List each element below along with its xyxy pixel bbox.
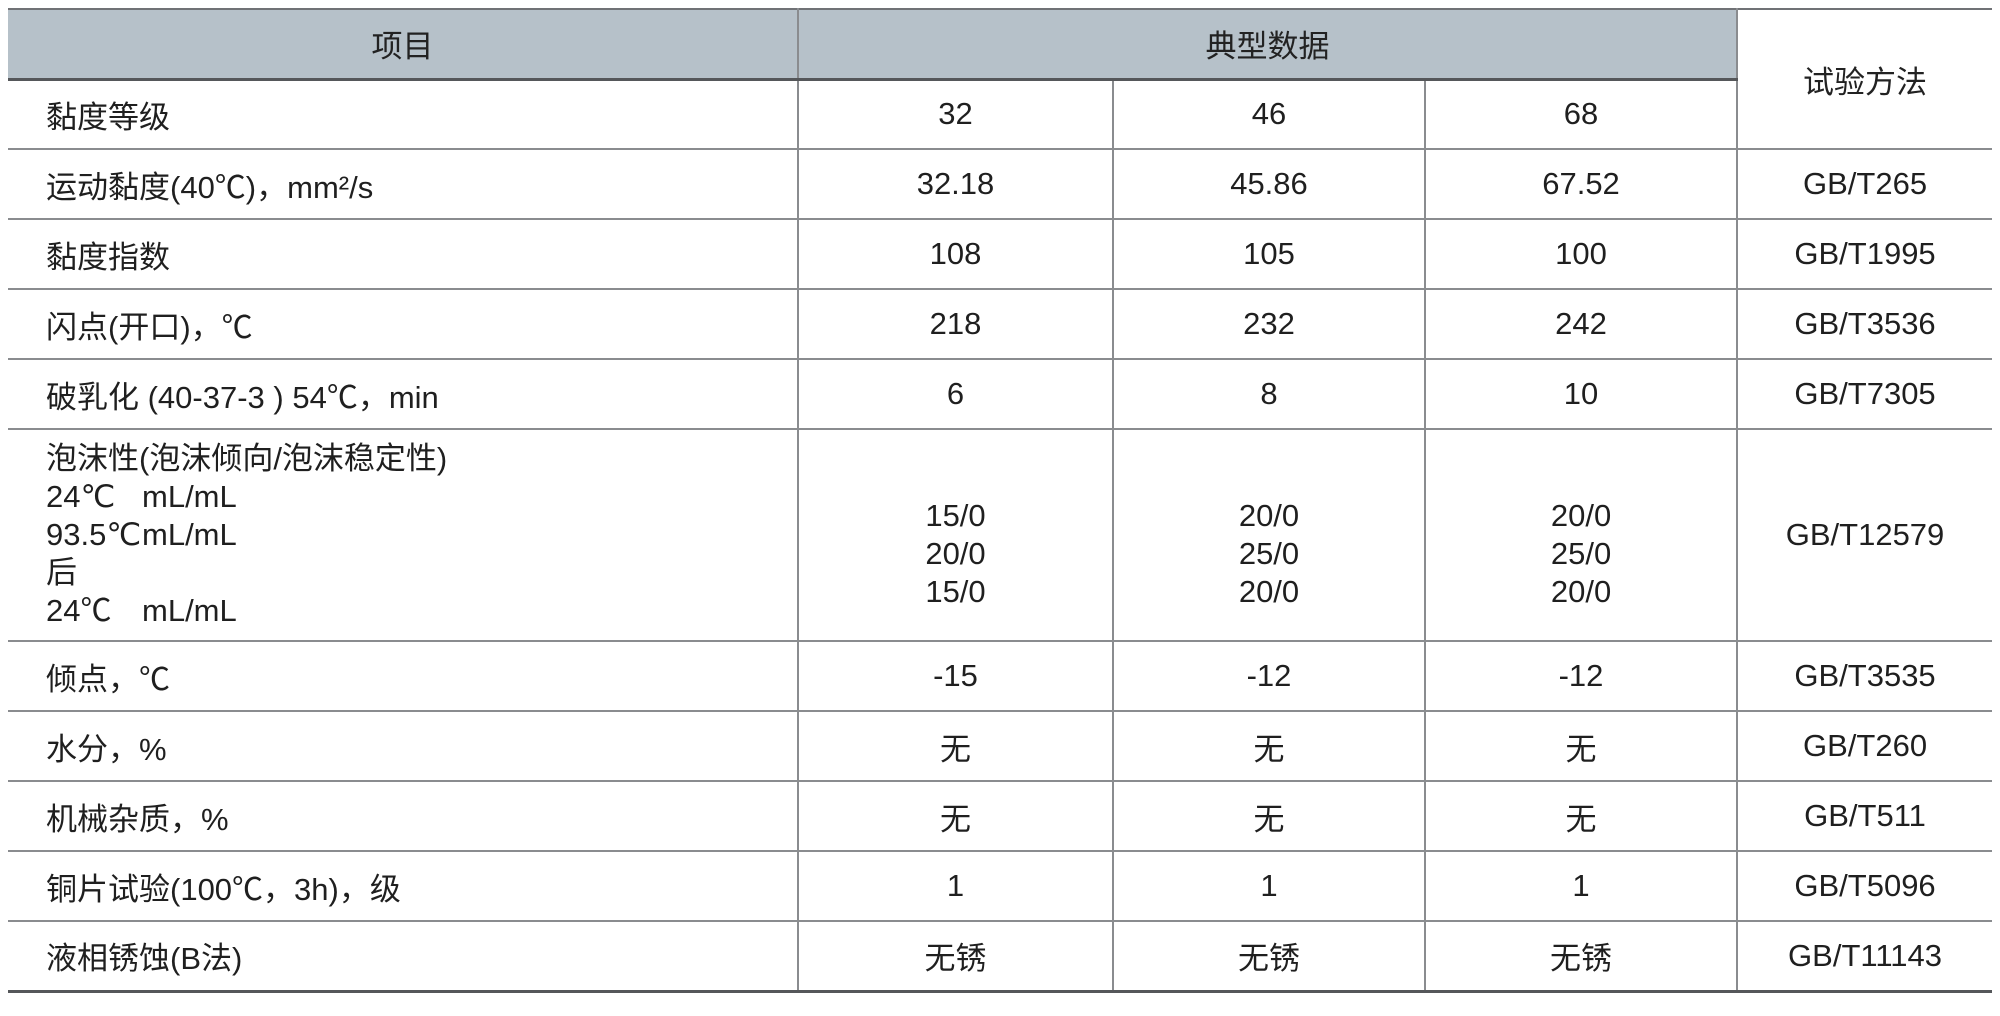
header-row: 项目 典型数据 试验方法 xyxy=(8,9,1993,150)
foam-unit: mL/mL xyxy=(142,517,237,552)
value-cell: -15 xyxy=(797,641,1113,712)
row-label: 水分，% xyxy=(8,711,798,782)
row-label: 黏度等级 xyxy=(8,79,798,150)
row-label: 破乳化 (40-37-3 ) 54℃，min xyxy=(8,359,798,430)
value-cell: 无 xyxy=(797,781,1113,852)
value-cell: 100 xyxy=(1423,219,1738,290)
value-cell: -12 xyxy=(1423,641,1738,712)
value-cell: 10 xyxy=(1423,359,1738,430)
spacer xyxy=(1115,459,1423,497)
value-cell: 20/0 25/0 20/0 xyxy=(1112,429,1425,642)
value-cell: 1 xyxy=(797,851,1113,922)
table-row: 液相锈蚀(B法) 无锈 无锈 无锈 GB/T11143 xyxy=(8,921,1993,992)
value-cell: 无锈 xyxy=(1112,921,1425,992)
value-cell: 232 xyxy=(1112,289,1425,360)
method-cell: GB/T7305 xyxy=(1736,359,1993,430)
value-cell: 8 xyxy=(1112,359,1425,430)
foam-line: 93.5℃mL/mL xyxy=(46,516,796,554)
foam-value: 25/0 xyxy=(1238,536,1300,571)
row-label: 泡沫性(泡沫倾向/泡沫稳定性) 24℃ mL/mL 93.5℃mL/mL 后24℃… xyxy=(8,429,798,642)
row-label: 闪点(开口)，℃ xyxy=(8,289,798,360)
row-label: 机械杂质，% xyxy=(8,781,798,852)
table-row: 破乳化 (40-37-3 ) 54℃，min 6 8 10 GB/T7305 xyxy=(8,359,1993,430)
foam-line: 后24℃ mL/mL xyxy=(46,554,796,630)
row-label: 铜片试验(100℃，3h)，级 xyxy=(8,851,798,922)
value-cell: 218 xyxy=(797,289,1113,360)
value-cell: 32.18 xyxy=(797,149,1113,220)
col-header-item: 项目 xyxy=(8,9,798,81)
foam-value: 20/0 xyxy=(1238,498,1300,533)
value-cell: 1 xyxy=(1423,851,1738,922)
foam-temp: 后24℃ xyxy=(46,555,112,628)
value-cell: 无锈 xyxy=(1423,921,1738,992)
method-cell: GB/T11143 xyxy=(1736,921,1993,992)
spacer xyxy=(1427,459,1735,497)
row-label: 液相锈蚀(B法) xyxy=(8,921,798,992)
table-row: 倾点，℃ -15 -12 -12 GB/T3535 xyxy=(8,641,1993,712)
method-cell: GB/T3536 xyxy=(1736,289,1993,360)
value-cell: 46 xyxy=(1112,79,1425,150)
table-row: 机械杂质，% 无 无 无 GB/T511 xyxy=(8,781,1993,852)
spec-table: 项目 典型数据 试验方法 黏度等级 32 46 68 运动黏度(40℃)，mm²… xyxy=(8,8,1993,993)
table-row: 水分，% 无 无 无 GB/T260 xyxy=(8,711,1993,782)
value-cell: 20/0 25/0 20/0 xyxy=(1423,429,1738,642)
value-cell: 32 xyxy=(797,79,1113,150)
value-cell: 无锈 xyxy=(797,921,1113,992)
value-cell: 无 xyxy=(1423,781,1738,852)
table-row: 铜片试验(100℃，3h)，级 1 1 1 GB/T5096 xyxy=(8,851,1993,922)
value-cell: 105 xyxy=(1112,219,1425,290)
value-cell: 6 xyxy=(797,359,1113,430)
foam-value: 20/0 xyxy=(925,536,986,571)
foam-line: 24℃ mL/mL xyxy=(46,478,796,516)
foam-unit: mL/mL xyxy=(142,593,237,628)
value-cell: 无 xyxy=(1423,711,1738,782)
value-cell: 无 xyxy=(1112,711,1425,782)
value-cell: 45.86 xyxy=(1112,149,1425,220)
col-header-typical-data: 典型数据 xyxy=(796,9,1738,81)
foam-value: 25/0 xyxy=(1550,536,1612,571)
value-cell: 15/0 20/0 15/0 xyxy=(797,429,1113,642)
value-cell: -12 xyxy=(1112,641,1425,712)
foam-value: 15/0 xyxy=(925,498,986,533)
method-cell: GB/T265 xyxy=(1736,149,1993,220)
foam-value: 20/0 xyxy=(1238,574,1300,609)
method-cell: GB/T5096 xyxy=(1736,851,1993,922)
row-label: 倾点，℃ xyxy=(8,641,798,712)
method-cell: GB/T1995 xyxy=(1736,219,1993,290)
value-cell: 108 xyxy=(797,219,1113,290)
table-row: 闪点(开口)，℃ 218 232 242 GB/T3536 xyxy=(8,289,1993,360)
method-cell: GB/T260 xyxy=(1736,711,1993,782)
foam-temp: 93.5℃ xyxy=(46,517,142,552)
foam-value: 15/0 xyxy=(925,574,986,609)
method-cell: GB/T3535 xyxy=(1736,641,1993,712)
foam-value: 20/0 xyxy=(1550,498,1612,533)
value-cell: 68 xyxy=(1423,79,1738,150)
method-cell: GB/T511 xyxy=(1736,781,1993,852)
value-cell: 1 xyxy=(1112,851,1425,922)
spacer xyxy=(800,459,1111,497)
grade-row: 黏度等级 32 46 68 xyxy=(8,79,1992,150)
table-row: 运动黏度(40℃)，mm²/s 32.18 45.86 67.52 GB/T26… xyxy=(8,149,1993,220)
value-cell: 242 xyxy=(1423,289,1738,360)
value-cell: 无 xyxy=(1112,781,1425,852)
col-header-test-method: 试验方法 xyxy=(1736,9,1993,150)
row-label: 运动黏度(40℃)，mm²/s xyxy=(8,149,798,220)
value-cell: 无 xyxy=(797,711,1113,782)
table-row: 黏度指数 108 105 100 GB/T1995 xyxy=(8,219,1993,290)
foam-temp: 24℃ xyxy=(46,479,116,514)
method-cell: GB/T12579 xyxy=(1736,429,1993,642)
foam-title: 泡沫性(泡沫倾向/泡沫稳定性) xyxy=(46,441,448,476)
row-label: 黏度指数 xyxy=(8,219,798,290)
foam-row: 泡沫性(泡沫倾向/泡沫稳定性) 24℃ mL/mL 93.5℃mL/mL 后24℃… xyxy=(8,429,1993,642)
foam-unit: mL/mL xyxy=(142,479,237,514)
foam-value: 20/0 xyxy=(1550,574,1612,609)
value-cell: 67.52 xyxy=(1423,149,1738,220)
